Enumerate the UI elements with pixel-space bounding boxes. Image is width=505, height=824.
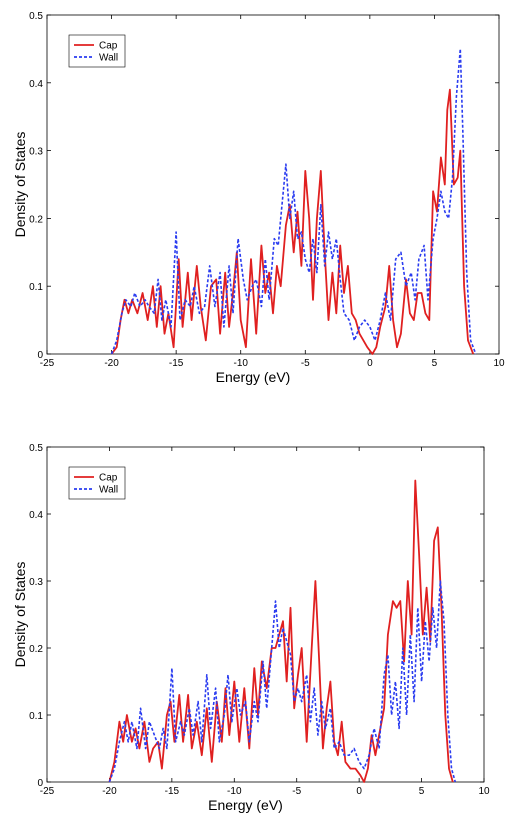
x-tick-label: -15 — [169, 358, 184, 369]
x-tick-label: -20 — [104, 358, 119, 369]
y-tick-label: 0.2 — [29, 644, 43, 655]
y-axis-label: Density of States — [12, 562, 28, 668]
x-tick-label: 5 — [432, 358, 438, 369]
y-tick-label: 0.5 — [29, 11, 43, 22]
y-tick-label: 0 — [37, 778, 43, 789]
x-tick-label: 0 — [356, 786, 362, 797]
x-tick-label: -5 — [292, 786, 301, 797]
x-tick-label: -10 — [233, 358, 248, 369]
x-tick-label: -5 — [301, 358, 310, 369]
legend-label-wall: Wall — [99, 53, 118, 64]
y-tick-label: 0.5 — [29, 443, 43, 454]
y-tick-label: 0.4 — [29, 79, 43, 90]
y-tick-label: 0.3 — [29, 147, 43, 158]
x-tick-label: -10 — [227, 786, 242, 797]
x-tick-label: 10 — [478, 786, 490, 797]
x-tick-label: -25 — [40, 358, 55, 369]
y-tick-label: 0.2 — [29, 214, 43, 225]
y-tick-label: 0.3 — [29, 577, 43, 588]
legend-box — [68, 466, 126, 500]
x-tick-label: 10 — [493, 358, 505, 369]
x-axis-label: Energy (eV) — [208, 797, 283, 813]
dos-chart-top: -25 -20 -15 -10 -5 0 5 10 0 0.1 0.2 0.3 0.4 0.5 Energy… — [12, 11, 505, 385]
legend-label-wall: Wall — [99, 485, 118, 496]
legend-label-cap: Cap — [99, 41, 118, 52]
series-line-wall — [110, 48, 477, 355]
dos-chart-bottom: -25 -20 -15 -10 -5 0 5 10 0 0.1 0.2 0.3 0.4 0.5 Energy… — [12, 443, 490, 813]
plot-frame — [46, 14, 500, 355]
y-axis-label: Density of States — [12, 132, 28, 238]
y-tick-label: 0.4 — [29, 510, 43, 521]
legend-label-cap: Cap — [99, 473, 118, 484]
x-tick-label: -20 — [102, 786, 117, 797]
x-tick-label: -25 — [40, 786, 55, 797]
x-tick-label: -15 — [165, 786, 180, 797]
x-tick-label: 0 — [367, 358, 373, 369]
x-tick-label: 5 — [419, 786, 425, 797]
legend-box — [68, 34, 126, 68]
y-tick-label: 0.1 — [29, 282, 43, 293]
series-line-wall — [108, 580, 457, 783]
series-line-cap — [110, 88, 475, 355]
y-tick-label: 0 — [37, 350, 43, 361]
x-axis-label: Energy (eV) — [216, 369, 291, 385]
y-tick-label: 0.1 — [29, 711, 43, 722]
